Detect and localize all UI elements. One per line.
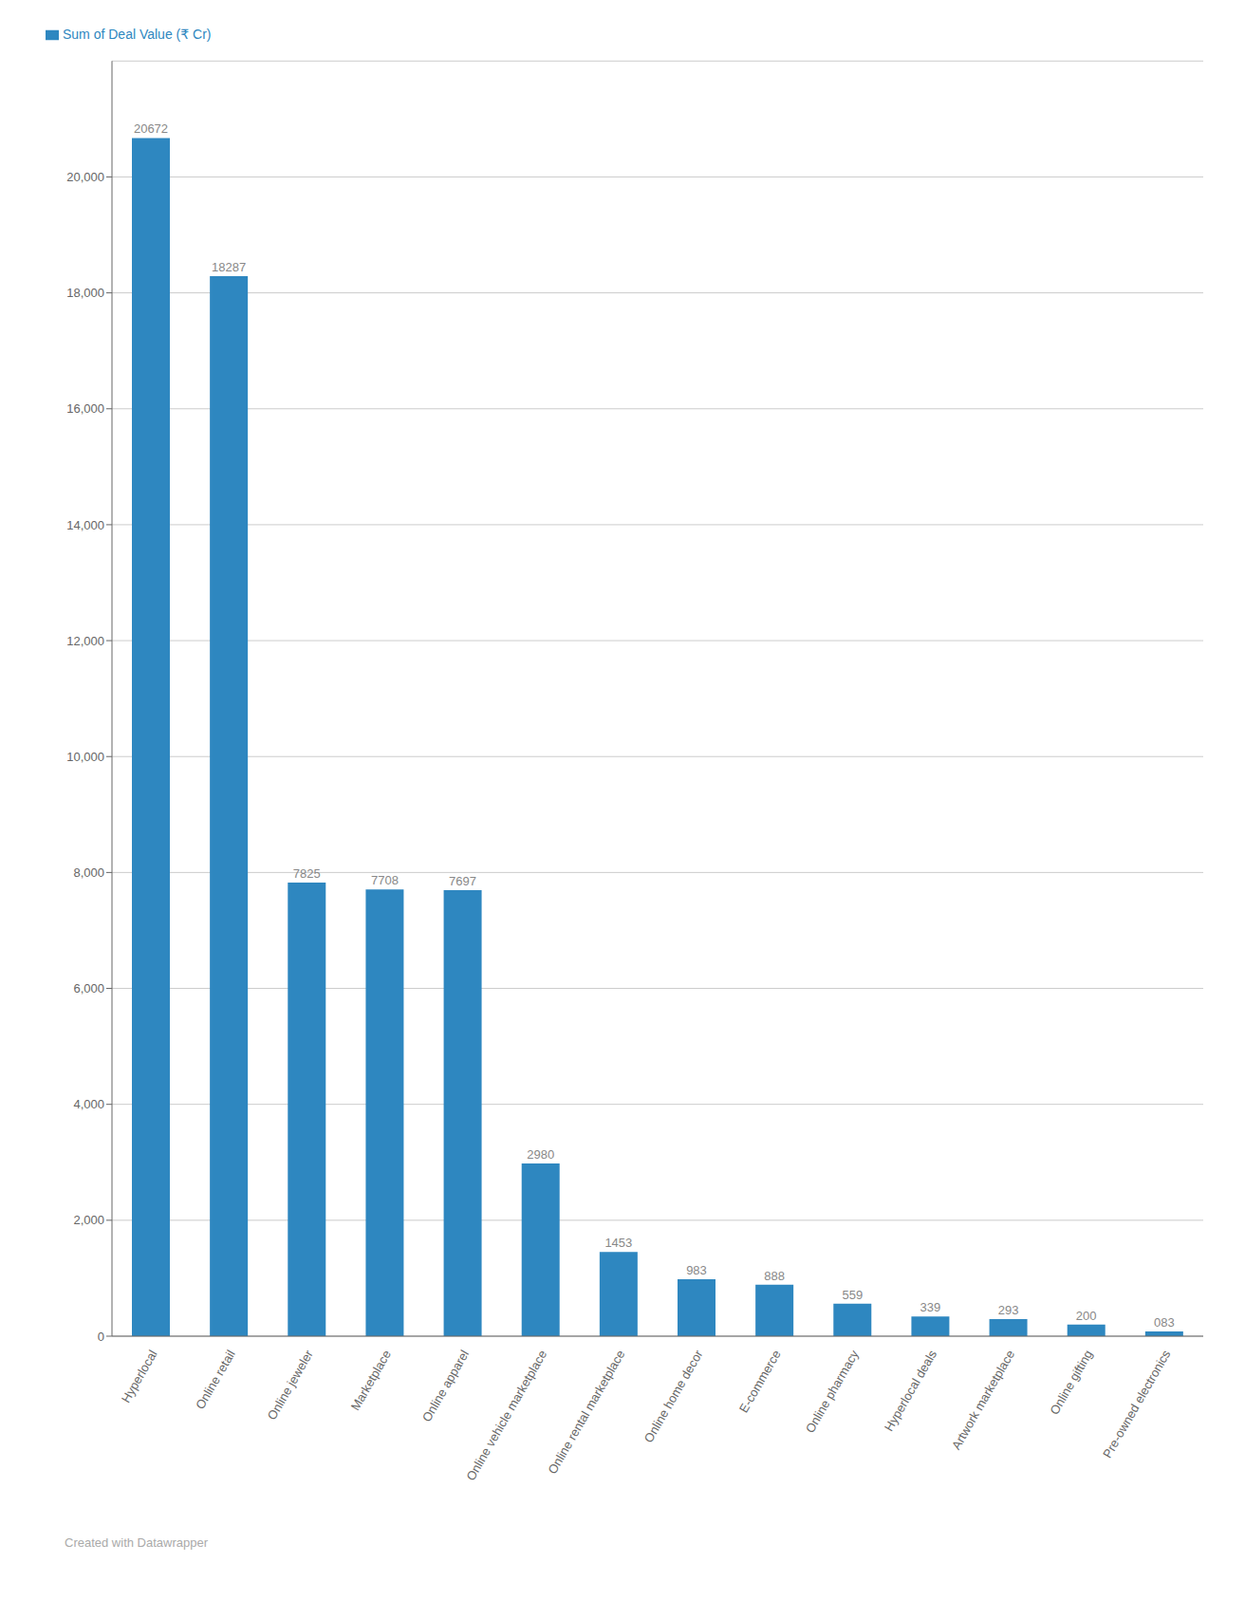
svg-text:6,000: 6,000 [73, 981, 105, 996]
svg-text:0: 0 [97, 1329, 105, 1344]
svg-text:Hyperlocal: Hyperlocal [118, 1347, 161, 1406]
svg-text:20,000: 20,000 [66, 169, 105, 185]
html-text:Sum of Deal Value (₹ Cr): Sum of Deal Value (₹ Cr) [62, 26, 212, 42]
svg-text:Online vehicle marketplace: Online vehicle marketplace [463, 1347, 550, 1484]
svg-text:12,000: 12,000 [66, 633, 105, 649]
svg-text:888: 888 [763, 1268, 785, 1283]
svg-text:1453: 1453 [604, 1235, 632, 1250]
svg-text:2,000: 2,000 [73, 1212, 105, 1227]
svg-text:339: 339 [920, 1300, 942, 1315]
svg-text:Online jeweler: Online jeweler [264, 1346, 317, 1422]
svg-text:Artwork marketplace: Artwork marketplace [948, 1347, 1018, 1452]
svg-text:18,000: 18,000 [66, 285, 105, 300]
svg-text:Online retail: Online retail [192, 1347, 239, 1413]
svg-text:Online rental marketplace: Online rental marketplace [544, 1347, 628, 1477]
svg-text:E-commerce: E-commerce [736, 1347, 784, 1415]
svg-text:983: 983 [686, 1263, 707, 1278]
svg-text:7697: 7697 [448, 873, 477, 889]
svg-text:Hyperlocal deals: Hyperlocal deals [881, 1347, 940, 1434]
svg-text:Online gifting: Online gifting [1046, 1347, 1096, 1417]
svg-text:16,000: 16,000 [66, 401, 105, 416]
svg-text:7708: 7708 [371, 873, 399, 888]
svg-text:8,000: 8,000 [73, 865, 105, 880]
svg-text:10,000: 10,000 [66, 749, 105, 764]
svg-text:200: 200 [1076, 1308, 1097, 1323]
svg-text:2980: 2980 [526, 1147, 555, 1162]
svg-text:083: 083 [1153, 1315, 1175, 1330]
svg-text:293: 293 [998, 1302, 1020, 1318]
svg-text:20672: 20672 [133, 121, 168, 136]
svg-text:Marketplace: Marketplace [348, 1347, 394, 1413]
svg-text:18287: 18287 [211, 260, 246, 275]
svg-text:4,000: 4,000 [73, 1096, 105, 1112]
svg-text:14,000: 14,000 [66, 518, 105, 533]
svg-text:Online apparel: Online apparel [419, 1347, 472, 1425]
svg-text:Online pharmacy: Online pharmacy [802, 1347, 862, 1436]
svg-text:Online home decor: Online home decor [641, 1346, 707, 1445]
svg-text:559: 559 [841, 1287, 863, 1302]
svg-text:7825: 7825 [293, 866, 321, 881]
html-text:Created with Datawrapper: Created with Datawrapper [64, 1535, 208, 1550]
svg-text:Pre-owned electronics: Pre-owned electronics [1099, 1347, 1174, 1461]
